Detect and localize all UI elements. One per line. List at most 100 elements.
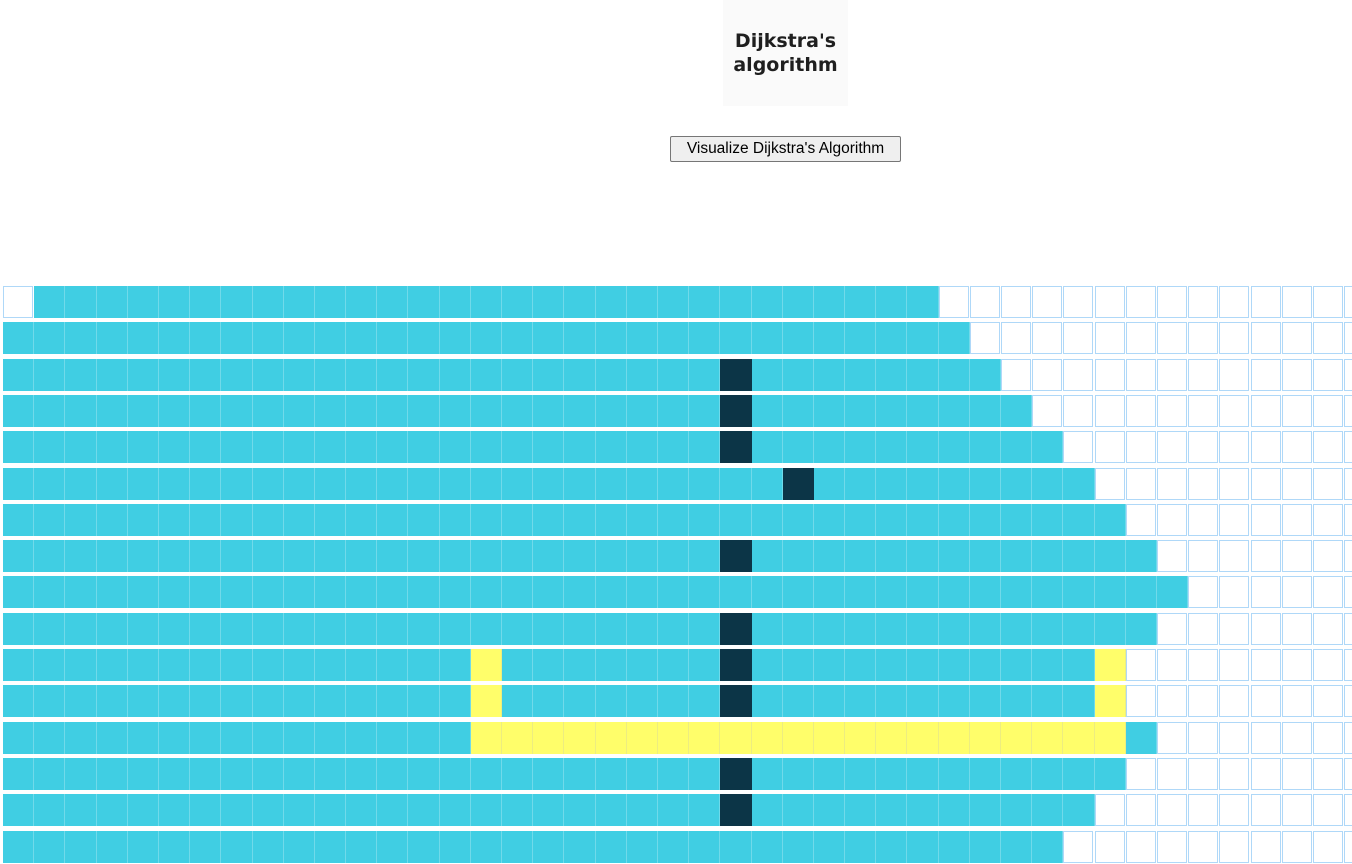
grid-cell-unvisited[interactable]	[1188, 503, 1219, 536]
grid-cell-visited[interactable]	[190, 286, 222, 318]
grid-cell-unvisited[interactable]	[1219, 649, 1250, 681]
grid-cell-visited[interactable]	[346, 286, 378, 318]
grid-cell-visited[interactable]	[938, 431, 970, 464]
grid-cell-visited[interactable]	[439, 467, 471, 500]
grid-cell-visited[interactable]	[346, 322, 378, 355]
grid-cell-visited[interactable]	[938, 503, 970, 536]
grid-cell-visited[interactable]	[938, 358, 970, 391]
grid-cell-visited[interactable]	[876, 286, 908, 318]
grid-cell-visited[interactable]	[65, 757, 97, 790]
grid-cell-visited[interactable]	[845, 540, 877, 573]
grid-cell-visited[interactable]	[782, 794, 814, 827]
grid-cell-path[interactable]	[751, 721, 783, 754]
grid-cell-visited[interactable]	[314, 394, 347, 427]
grid-cell-visited[interactable]	[439, 322, 471, 355]
grid-cell-visited[interactable]	[96, 685, 128, 718]
grid-cell-visited[interactable]	[158, 612, 191, 645]
grid-cell-visited[interactable]	[1156, 576, 1189, 609]
grid-cell-visited[interactable]	[876, 612, 908, 645]
grid-cell-visited[interactable]	[907, 467, 939, 500]
grid-cell-unvisited[interactable]	[1344, 649, 1352, 681]
grid-cell-visited[interactable]	[938, 576, 970, 609]
grid-cell-unvisited[interactable]	[1281, 286, 1312, 318]
grid-cell-visited[interactable]	[969, 503, 1001, 536]
grid-cell-visited[interactable]	[689, 830, 721, 863]
grid-cell-unvisited[interactable]	[1094, 830, 1125, 863]
grid-cell-visited[interactable]	[221, 322, 253, 355]
grid-cell-visited[interactable]	[283, 685, 315, 718]
grid-cell-unvisited[interactable]	[1281, 576, 1312, 609]
grid-cell-visited[interactable]	[595, 757, 627, 790]
grid-cell-visited[interactable]	[65, 322, 97, 355]
grid-cell-unvisited[interactable]	[1281, 467, 1312, 500]
grid-cell-visited[interactable]	[65, 467, 97, 500]
grid-cell-visited[interactable]	[564, 612, 596, 645]
grid-cell-visited[interactable]	[1094, 757, 1126, 790]
grid-cell-visited[interactable]	[751, 685, 783, 718]
grid-cell-unvisited[interactable]	[1063, 286, 1094, 318]
grid-cell-unvisited[interactable]	[1156, 649, 1187, 681]
grid-cell-visited[interactable]	[252, 830, 284, 863]
grid-cell-wall[interactable]	[720, 540, 752, 573]
grid-cell-visited[interactable]	[3, 721, 35, 754]
grid-cell-unvisited[interactable]	[1344, 322, 1352, 355]
grid-cell-visited[interactable]	[595, 830, 627, 863]
grid-cell-visited[interactable]	[65, 830, 97, 863]
grid-cell-visited[interactable]	[314, 794, 347, 827]
grid-cell-unvisited[interactable]	[1001, 286, 1031, 318]
grid-cell-visited[interactable]	[689, 685, 721, 718]
grid-cell-visited[interactable]	[845, 431, 877, 464]
grid-cell-visited[interactable]	[938, 649, 970, 681]
grid-cell-visited[interactable]	[502, 431, 534, 464]
grid-cell-visited[interactable]	[657, 358, 690, 391]
grid-cell-visited[interactable]	[1063, 794, 1095, 827]
grid-cell-unvisited[interactable]	[1312, 576, 1343, 609]
grid-cell-visited[interactable]	[96, 322, 128, 355]
grid-cell-path[interactable]	[813, 721, 846, 754]
grid-cell-visited[interactable]	[502, 467, 534, 500]
grid-cell-visited[interactable]	[190, 685, 222, 718]
grid-cell-unvisited[interactable]	[1125, 757, 1156, 790]
grid-cell-visited[interactable]	[502, 757, 534, 790]
grid-cell-visited[interactable]	[439, 830, 471, 863]
grid-cell-visited[interactable]	[346, 612, 378, 645]
grid-cell-visited[interactable]	[127, 794, 159, 827]
grid-cell-visited[interactable]	[876, 576, 908, 609]
grid-cell-unvisited[interactable]	[1281, 649, 1312, 681]
grid-cell-visited[interactable]	[439, 394, 471, 427]
grid-cell-visited[interactable]	[96, 358, 128, 391]
grid-cell-unvisited[interactable]	[1219, 721, 1250, 754]
grid-cell-visited[interactable]	[1032, 467, 1064, 500]
grid-cell-visited[interactable]	[127, 467, 159, 500]
grid-cell-unvisited[interactable]	[1125, 830, 1156, 863]
grid-cell-unvisited[interactable]	[1281, 540, 1312, 573]
grid-cell-visited[interactable]	[1094, 503, 1126, 536]
grid-cell-visited[interactable]	[502, 649, 534, 681]
grid-cell-unvisited[interactable]	[1281, 431, 1312, 464]
grid-cell-visited[interactable]	[314, 721, 347, 754]
grid-cell-visited[interactable]	[564, 649, 596, 681]
grid-cell-unvisited[interactable]	[1219, 503, 1250, 536]
grid-cell-visited[interactable]	[283, 322, 315, 355]
grid-cell-visited[interactable]	[657, 467, 690, 500]
grid-cell-unvisited[interactable]	[1188, 286, 1219, 318]
grid-cell-visited[interactable]	[314, 286, 347, 318]
grid-cell-visited[interactable]	[221, 286, 253, 318]
grid-cell-unvisited[interactable]	[1188, 358, 1219, 391]
grid-cell-visited[interactable]	[3, 794, 35, 827]
grid-cell-unvisited[interactable]	[1250, 757, 1281, 790]
grid-cell-visited[interactable]	[969, 830, 1001, 863]
grid-cell-visited[interactable]	[502, 322, 534, 355]
grid-cell-wall[interactable]	[720, 394, 752, 427]
grid-cell-path[interactable]	[1063, 721, 1095, 754]
grid-cell-visited[interactable]	[470, 830, 502, 863]
grid-cell-visited[interactable]	[1001, 612, 1033, 645]
grid-cell-visited[interactable]	[127, 358, 159, 391]
grid-cell-visited[interactable]	[626, 685, 658, 718]
grid-cell-unvisited[interactable]	[1188, 394, 1219, 427]
grid-cell-visited[interactable]	[65, 358, 97, 391]
grid-cell-visited[interactable]	[34, 394, 66, 427]
grid-cell-visited[interactable]	[657, 649, 690, 681]
grid-cell-visited[interactable]	[626, 358, 658, 391]
grid-cell-visited[interactable]	[283, 286, 315, 318]
